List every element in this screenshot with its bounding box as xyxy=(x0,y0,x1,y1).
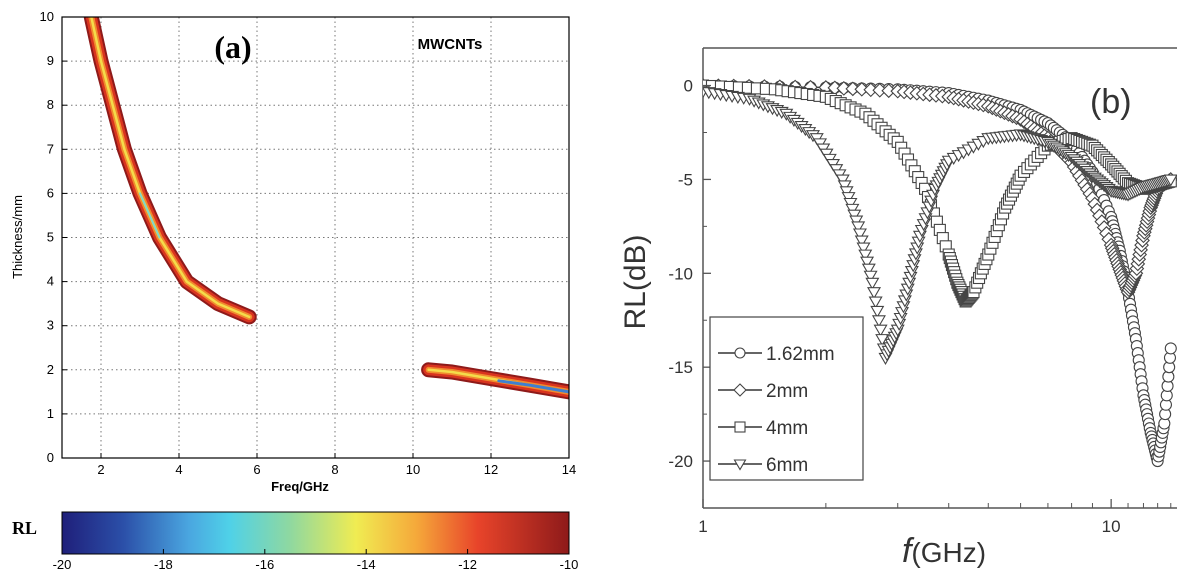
band-min-core xyxy=(497,379,569,394)
marker-triangle-down xyxy=(849,215,864,228)
y-tick-label-a: 8 xyxy=(47,97,54,112)
marker-triangle-down xyxy=(733,459,747,471)
marker-triangle-down xyxy=(870,305,885,319)
y-tick-label-b: -15 xyxy=(668,358,693,377)
marker-triangle-down xyxy=(865,277,880,290)
y-tick-label-a: 1 xyxy=(47,406,54,421)
y-tick-label-a: 10 xyxy=(40,9,54,24)
grid-a xyxy=(62,17,569,458)
marker-triangle-down xyxy=(847,209,862,222)
legend-item: 1.62mm xyxy=(718,344,835,365)
y-tick-label-a: 7 xyxy=(47,141,54,156)
marker-triangle-down xyxy=(841,192,856,205)
x-tick-label-a: 6 xyxy=(253,462,260,477)
series-b xyxy=(703,78,1177,468)
marker-circle xyxy=(734,347,746,359)
marker-triangle-down xyxy=(871,315,886,328)
ticks-b: 0 -5 -10 -15 -20 1 10 xyxy=(668,77,1172,536)
y-tick-label-a: 9 xyxy=(47,53,54,68)
x-tick-label-b: 10 xyxy=(1102,517,1121,536)
marker-diamond xyxy=(733,383,747,397)
marker-triangle-down xyxy=(868,296,883,309)
marker-triangle-down xyxy=(852,228,867,241)
marker-triangle-down xyxy=(860,256,875,269)
x-tick-label-a: 10 xyxy=(406,462,420,477)
x-axis-label-b-rest: (GHz) xyxy=(911,537,986,568)
x-tick-label-a: 12 xyxy=(484,462,498,477)
legend-label: 2mm xyxy=(766,381,808,402)
panel-label-b: (b) xyxy=(1090,83,1132,121)
y-tick-label-a: 2 xyxy=(47,362,54,377)
marker-triangle-down xyxy=(873,324,888,337)
y-tick-label-a: 3 xyxy=(47,318,54,333)
band-low-core xyxy=(139,192,161,239)
y-tick-label-a: 6 xyxy=(47,185,54,200)
marker-triangle-down xyxy=(835,174,850,187)
y-tick-label-b: -5 xyxy=(678,170,693,189)
colorbar-tick-label: -10 xyxy=(560,557,579,572)
legend-item: 4mm xyxy=(718,418,808,439)
x-tick-label-a: 4 xyxy=(175,462,182,477)
marker-triangle-down xyxy=(837,180,852,193)
y-tick-label-b: -20 xyxy=(668,452,693,471)
y-tick-label-b: 0 xyxy=(684,77,693,96)
marker-triangle-down xyxy=(867,287,882,300)
marker-triangle-down xyxy=(843,197,858,211)
y-tick-label-a: 5 xyxy=(47,230,54,245)
legend-item: 2mm xyxy=(718,381,808,402)
legend-label: 4mm xyxy=(766,418,808,439)
colorbar-tick-label: -18 xyxy=(154,557,173,572)
legend-b: 1.62mm 2mm 4mm 6mm xyxy=(709,316,864,481)
x-tick-label-a: 8 xyxy=(331,462,338,477)
marker-triangle-down xyxy=(854,235,869,248)
panel-label-a: (a) xyxy=(214,29,251,65)
colorbar-tick-label: -16 xyxy=(255,557,274,572)
colorbar-ticks: -20 -18 -16 -14 -12 -10 xyxy=(53,549,579,572)
series-6mm xyxy=(703,86,1177,365)
x-tick-label-a: 14 xyxy=(562,462,576,477)
y-axis-label-a: Thickness/mm xyxy=(10,195,25,279)
x-tick-label-b: 1 xyxy=(698,517,707,536)
legend-label: 6mm xyxy=(766,455,808,476)
marker-triangle-down xyxy=(1163,174,1177,187)
marker-square xyxy=(734,421,746,433)
marker-triangle-down xyxy=(839,186,854,199)
marker-triangle-down xyxy=(863,270,878,283)
colorbar-tick-label: -12 xyxy=(458,557,477,572)
x-axis-label-a: Freq/GHz xyxy=(271,479,329,494)
colorbar-tick-label: -14 xyxy=(357,557,376,572)
panel-b: 0 -5 -10 -15 -20 1 10 (b) RL(dB) f(GHz) 1.62mm… xyxy=(619,47,1177,570)
x-axis-label-b: f(GHz) xyxy=(902,532,986,570)
legend-label: 1.62mm xyxy=(766,344,835,365)
legend-item: 6mm xyxy=(718,455,808,476)
annotation-mwcnts: MWCNTs xyxy=(418,36,483,53)
legend-box xyxy=(709,316,864,481)
colorbar-label: RL xyxy=(12,518,37,538)
y-tick-label-a: 4 xyxy=(47,274,54,289)
marker-triangle-down xyxy=(861,263,876,276)
y-axis-label-b: RL(dB) xyxy=(619,234,652,329)
marker-triangle-down xyxy=(858,249,873,262)
y-tick-label-a: 0 xyxy=(47,450,54,465)
bands-a xyxy=(83,17,569,400)
y-tick-label-b: -10 xyxy=(668,264,693,283)
marker-triangle-down xyxy=(856,242,871,255)
marker-triangle-down xyxy=(845,203,860,216)
x-tick-label-a: 2 xyxy=(97,462,104,477)
marker-triangle-down xyxy=(851,221,866,234)
marker-circle xyxy=(1164,342,1177,355)
colorbar xyxy=(61,511,570,555)
colorbar-tick-label: -20 xyxy=(53,557,72,572)
